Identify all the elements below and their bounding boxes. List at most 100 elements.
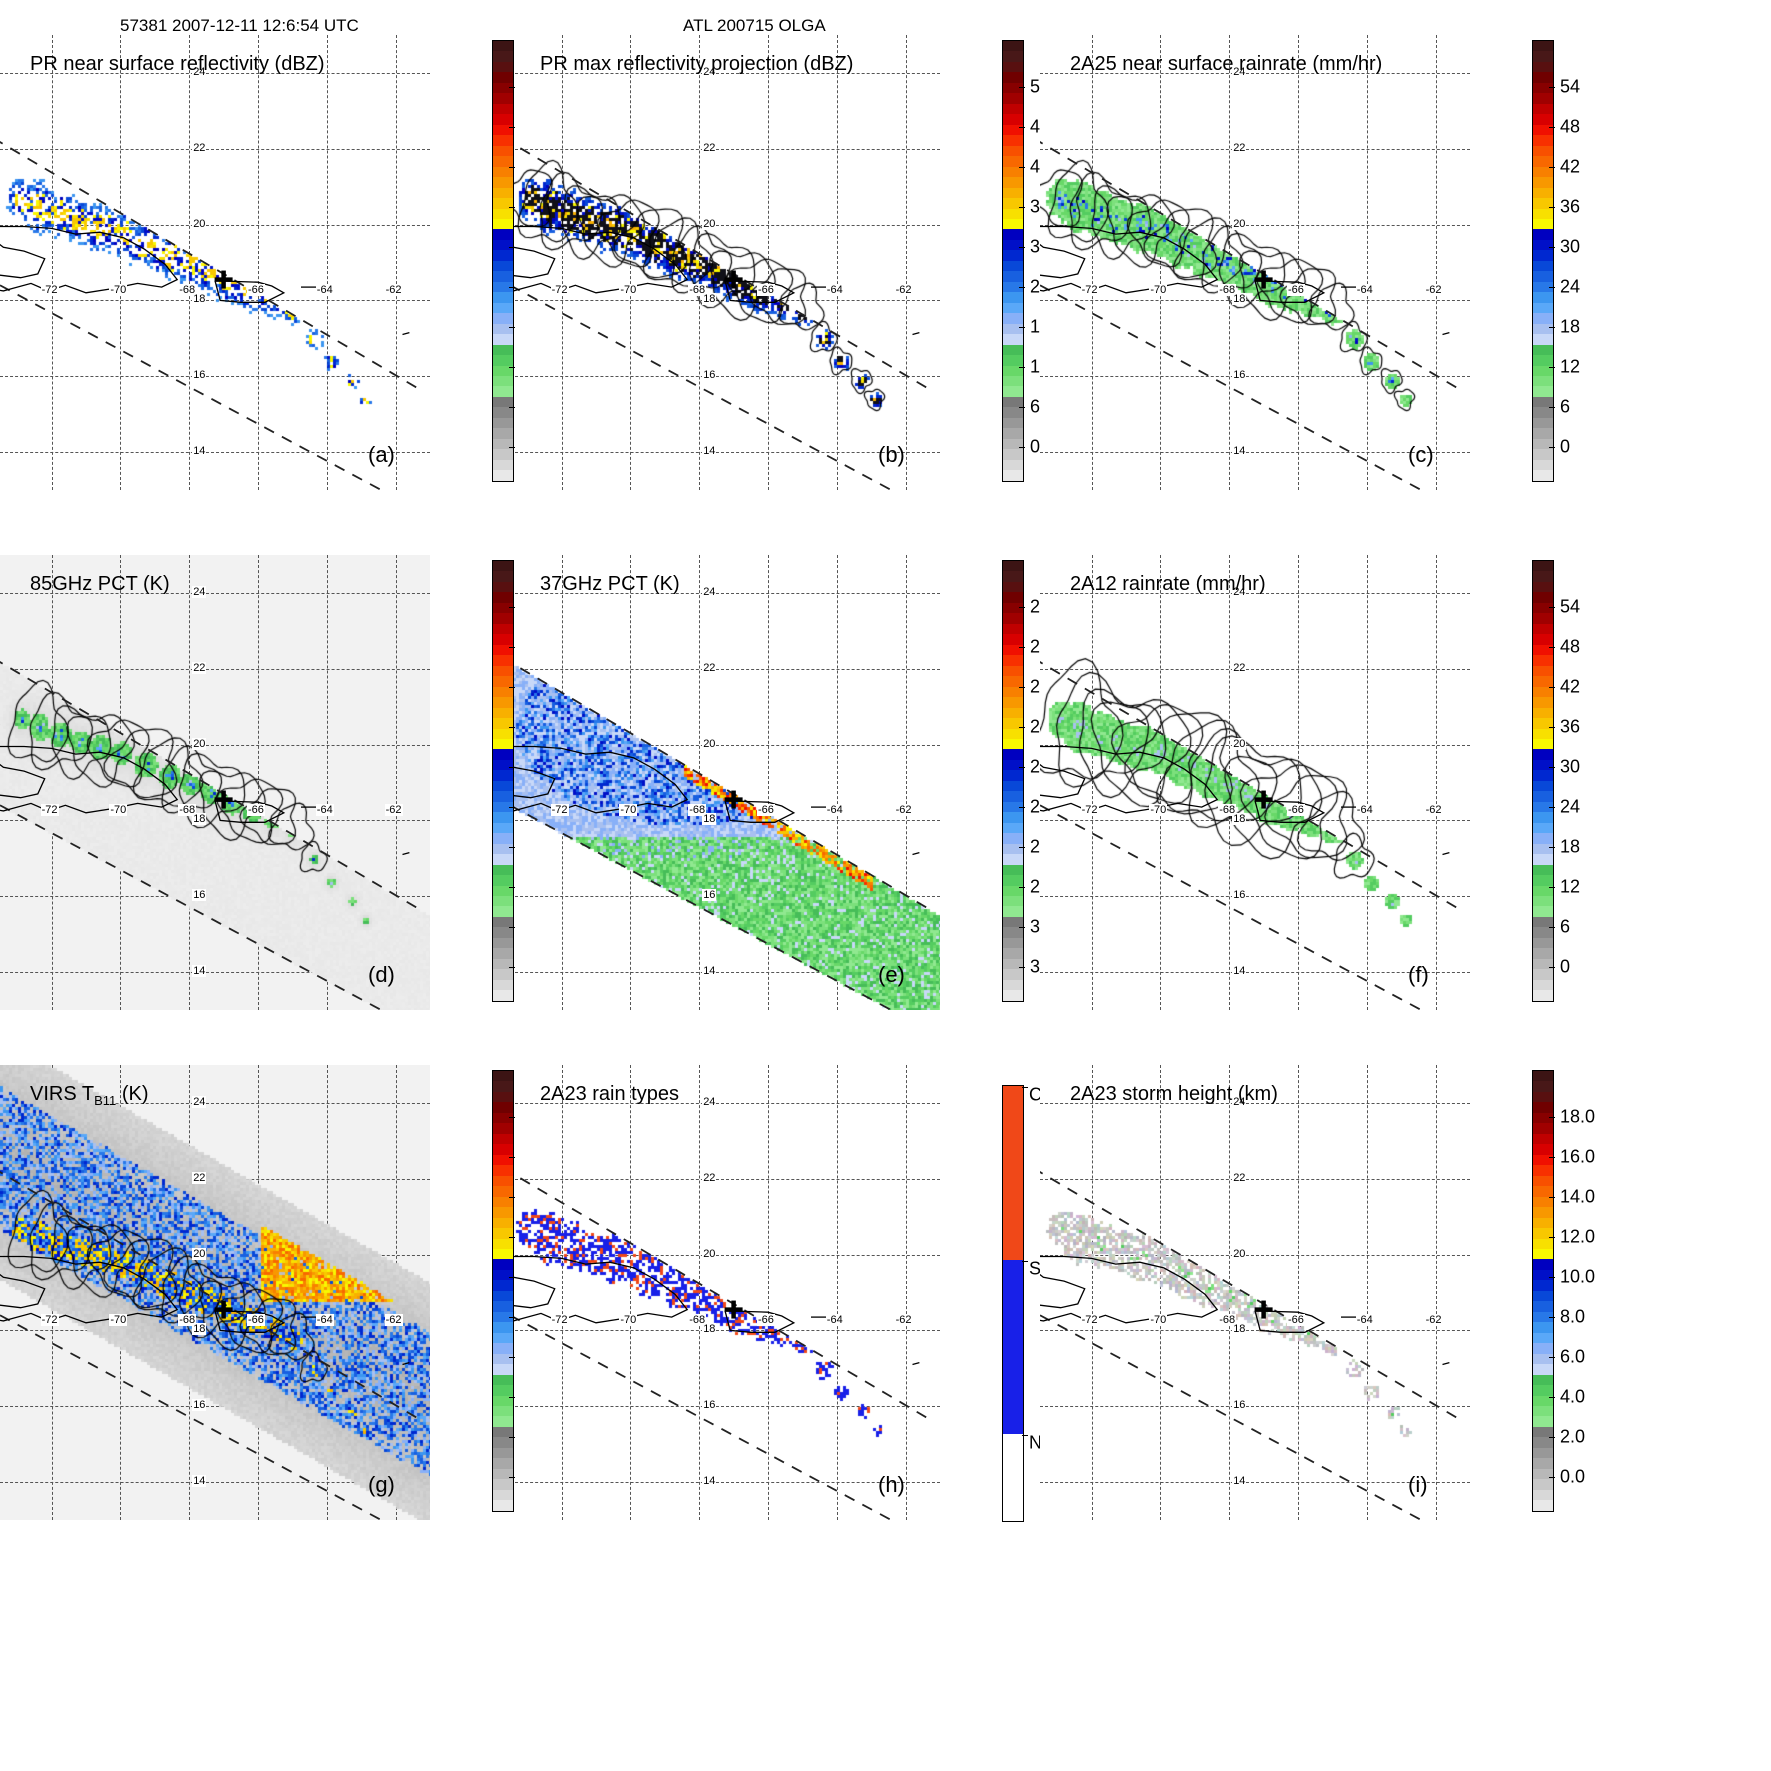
data-raster-b (510, 35, 940, 490)
colorbar-tick-label: 18 (1560, 836, 1581, 857)
colorbar-segment (1533, 833, 1553, 844)
colorbar-segment (1533, 676, 1553, 687)
panel-label-b: (b) (878, 442, 905, 467)
colorbar-d[interactable] (492, 560, 514, 1002)
colorbar-segment (1003, 428, 1023, 439)
colorbar-tick (509, 1196, 515, 1198)
colorbar-segment (1003, 581, 1023, 593)
lon-tick-label: -72 (1080, 804, 1099, 817)
colorbar-tick (1549, 1396, 1555, 1398)
colorbar-segment (1003, 313, 1023, 324)
colorbar-segment (493, 1186, 513, 1197)
colorbar-segment (493, 41, 513, 52)
colorbar-segment (493, 1280, 513, 1291)
colorbar-segment (1533, 208, 1553, 219)
colorbar-segment (493, 1385, 513, 1396)
colorbar-segment (493, 187, 513, 199)
colorbar-segment (493, 1248, 513, 1260)
colorbar-i[interactable] (1532, 1070, 1554, 1512)
colorbar-segment (1533, 581, 1553, 593)
lat-tick-label: 22 (192, 1171, 207, 1184)
map-h[interactable]: -72 -70 -68 -66 -64 -62 24 22 20 18 16 14 (510, 1065, 940, 1520)
lat-tick-label: 24 (702, 65, 717, 78)
colorbar-tick (509, 766, 515, 768)
map-a[interactable]: -72 -70 -68 -66 -64 -62 24 22 20 18 16 14 (0, 35, 430, 490)
colorbar-segment (1533, 665, 1553, 677)
colorbar-segment (1533, 250, 1553, 261)
colorbar-segment (493, 438, 513, 450)
colorbar-segment (1003, 937, 1023, 949)
colorbar-segment (493, 449, 513, 460)
colorbar-segment (1003, 365, 1023, 376)
colorbar-tick (1019, 886, 1025, 888)
colorbar-segment (1533, 1217, 1553, 1229)
panel-label-d: (d) (368, 962, 395, 987)
colorbar-segment (1533, 822, 1553, 834)
map-g[interactable]: -72 -70 -68 -66 -64 -62 24 22 20 18 16 14 (0, 1065, 430, 1520)
colorbar-segment (493, 707, 513, 719)
colorbar-tick-label: 24 (1560, 276, 1581, 297)
colorbar-segment (493, 634, 513, 645)
colorbar-tick-label: 24 (1560, 796, 1581, 817)
map-i[interactable]: -72 -70 -68 -66 -64 -62 24 22 20 18 16 14 (1040, 1065, 1470, 1520)
map-c[interactable]: -72 -70 -68 -66 -64 -62 24 22 20 18 16 14 (1040, 35, 1470, 490)
colorbar-segment (1003, 145, 1023, 157)
colorbar-tick-label: 0.0 (1560, 1466, 1586, 1487)
colorbar-e[interactable] (1002, 560, 1024, 1002)
colorbar-segment (1003, 728, 1023, 739)
colorbar-segment (1003, 571, 1023, 582)
colorbar-tick-label: 16.0 (1560, 1146, 1596, 1167)
colorbar-segment (493, 344, 513, 356)
colorbar-segment (1003, 250, 1023, 261)
colorbar-tick (509, 286, 515, 288)
colorbar-segment (493, 1217, 513, 1229)
colorbar-segment (493, 718, 513, 729)
colorbar-tick (1019, 406, 1025, 408)
colorbar-tick (1549, 366, 1555, 368)
colorbar-segment (1533, 417, 1553, 429)
colorbar-tick-label: 48 (1560, 116, 1581, 137)
lon-tick-label: -70 (619, 284, 638, 297)
lon-tick-label: -62 (1424, 284, 1443, 297)
colorbar-segment (1003, 229, 1023, 240)
colorbar-f[interactable] (1532, 560, 1554, 1002)
colorbar-segment (1533, 759, 1553, 771)
colorbar-b[interactable] (1002, 40, 1024, 482)
colorbar-segment (1533, 1374, 1553, 1386)
lat-tick-label: 20 (702, 217, 717, 230)
colorbar-tick-label: 42 (1560, 156, 1581, 177)
colorbar-segment (1003, 271, 1023, 282)
colorbar-segment (1003, 623, 1023, 635)
colorbar-tick (1019, 966, 1025, 968)
colorbar-tick-label: 30 (1560, 756, 1581, 777)
colorbar-c[interactable] (1532, 40, 1554, 482)
colorbar-segment (493, 1144, 513, 1155)
colorbar-segment (493, 103, 513, 115)
panel-label-i: (i) (1408, 1472, 1428, 1497)
colorbar-tick (1022, 1261, 1028, 1262)
colorbar-segment (1003, 41, 1023, 52)
colorbar-segment (1533, 376, 1553, 387)
colorbar-tick-label: 42 (1560, 676, 1581, 697)
map-e[interactable]: -72 -70 -68 -66 -64 -62 24 22 20 18 16 14 (510, 555, 940, 1010)
colorbar-h[interactable] (1002, 1085, 1024, 1522)
map-d[interactable]: -72 -70 -68 -66 -64 -62 24 22 20 18 16 14 (0, 555, 430, 1010)
colorbar-segment (493, 697, 513, 708)
colorbar-segment (493, 323, 513, 335)
colorbar-segment (1533, 177, 1553, 188)
colorbar-segment (493, 198, 513, 209)
colorbar-g[interactable] (492, 1070, 514, 1512)
lon-tick-label: -72 (550, 804, 569, 817)
colorbar-segment (1003, 634, 1023, 645)
colorbar-segment (1003, 208, 1023, 219)
colorbar-tick (1019, 446, 1025, 448)
colorbar-segment (493, 1238, 513, 1249)
colorbar-tick (1549, 1276, 1555, 1278)
data-raster-g (0, 1065, 430, 1520)
map-f[interactable]: -72 -70 -68 -66 -64 -62 24 22 20 18 16 14 (1040, 555, 1470, 1010)
colorbar-a[interactable] (492, 40, 514, 482)
map-b[interactable]: -72 -70 -68 -66 -64 -62 24 22 20 18 16 14 (510, 35, 940, 490)
colorbar-segment (1003, 323, 1023, 335)
lat-tick-label: 14 (1232, 1475, 1247, 1488)
colorbar-segment (1533, 1301, 1553, 1312)
